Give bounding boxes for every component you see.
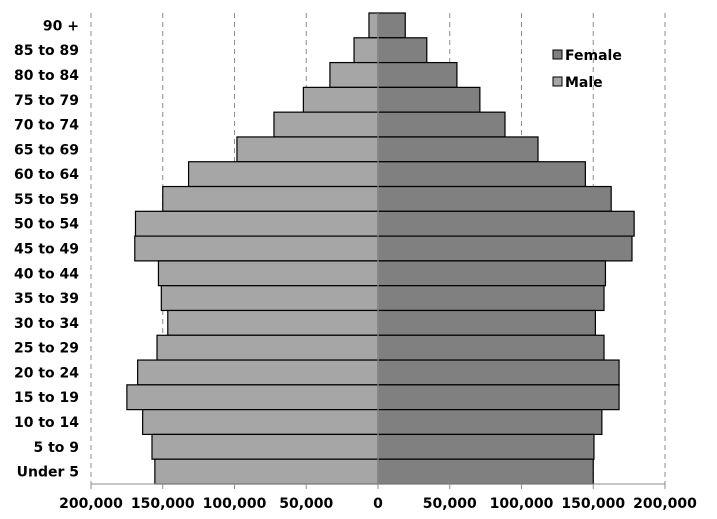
category-label: 40 to 44 bbox=[14, 266, 79, 282]
category-label: 70 to 74 bbox=[14, 118, 79, 134]
bar-male bbox=[329, 61, 379, 88]
x-tick-label: 50,000 bbox=[279, 496, 333, 512]
legend-female-label: Female bbox=[565, 48, 622, 64]
bar-male bbox=[142, 409, 379, 436]
bar-male bbox=[368, 12, 379, 39]
bar-male bbox=[353, 37, 379, 64]
category-label: 5 to 9 bbox=[33, 440, 79, 456]
category-label: 65 to 69 bbox=[14, 142, 79, 158]
bar-male bbox=[157, 260, 379, 287]
category-label: 10 to 14 bbox=[14, 415, 79, 431]
legend: Female Male bbox=[552, 48, 622, 91]
category-label: 50 to 54 bbox=[14, 217, 79, 233]
category-label: 80 to 84 bbox=[14, 68, 79, 84]
x-axis: 200,000 150,000 100,000 50,000 0 50,000 100,00… bbox=[59, 483, 697, 512]
category-label: 85 to 89 bbox=[14, 43, 79, 59]
bar-female bbox=[377, 235, 633, 262]
x-tick-label: 150,000 bbox=[131, 496, 195, 512]
bar-female bbox=[377, 185, 612, 212]
bar-male bbox=[187, 161, 379, 188]
bar-female bbox=[377, 37, 428, 64]
bar-female bbox=[377, 409, 603, 436]
category-label: 75 to 79 bbox=[14, 93, 79, 109]
bar-female bbox=[377, 12, 406, 39]
bar-female bbox=[377, 111, 506, 138]
category-label: 60 to 64 bbox=[14, 167, 79, 183]
x-tick-label: 200,000 bbox=[633, 496, 697, 512]
bar-female bbox=[377, 210, 635, 237]
category-label: 35 to 39 bbox=[14, 291, 79, 307]
bar-female bbox=[377, 61, 458, 88]
legend-male-label: Male bbox=[565, 75, 603, 91]
category-label: 15 to 19 bbox=[14, 390, 79, 406]
bar-female bbox=[377, 136, 539, 163]
bar-female bbox=[377, 334, 605, 361]
bar-female bbox=[377, 161, 586, 188]
bar-male bbox=[236, 136, 379, 163]
bar-male bbox=[167, 309, 379, 336]
bar-female bbox=[377, 285, 605, 312]
bar-male bbox=[162, 185, 379, 212]
x-tick-label: 150,000 bbox=[561, 496, 625, 512]
x-tick-label: 100,000 bbox=[490, 496, 554, 512]
legend-male-swatch bbox=[552, 76, 563, 87]
bar-male bbox=[134, 235, 379, 262]
category-label: 45 to 49 bbox=[14, 242, 79, 258]
bar-male bbox=[273, 111, 379, 138]
category-label: 55 to 59 bbox=[14, 192, 79, 208]
legend-female-swatch bbox=[552, 49, 563, 60]
bar-female bbox=[377, 359, 620, 386]
category-label: Under 5 bbox=[17, 465, 79, 481]
x-tick-label: 0 bbox=[373, 496, 383, 512]
category-labels: 90 + 85 to 89 80 to 84 75 to 79 70 to 74 65 t… bbox=[14, 18, 79, 480]
category-label: 25 to 29 bbox=[14, 341, 79, 357]
bar-female bbox=[377, 260, 607, 287]
x-tick-label: 200,000 bbox=[59, 496, 123, 512]
bars bbox=[126, 12, 635, 485]
category-label: 20 to 24 bbox=[14, 365, 79, 381]
x-tick-label: 100,000 bbox=[203, 496, 267, 512]
category-label: 30 to 34 bbox=[14, 316, 79, 332]
bar-female bbox=[377, 86, 481, 113]
bar-female bbox=[377, 433, 595, 460]
bar-male bbox=[160, 285, 379, 312]
bar-male bbox=[137, 359, 379, 386]
bar-male bbox=[134, 210, 379, 237]
bar-male bbox=[302, 86, 379, 113]
bar-male bbox=[151, 433, 379, 460]
bar-male bbox=[154, 458, 379, 485]
bar-male bbox=[156, 334, 379, 361]
x-tick-label: 50,000 bbox=[423, 496, 477, 512]
bar-male bbox=[126, 384, 379, 411]
bar-female bbox=[377, 458, 594, 485]
category-label: 90 + bbox=[43, 18, 79, 34]
bar-female bbox=[377, 384, 620, 411]
bar-female bbox=[377, 309, 597, 336]
